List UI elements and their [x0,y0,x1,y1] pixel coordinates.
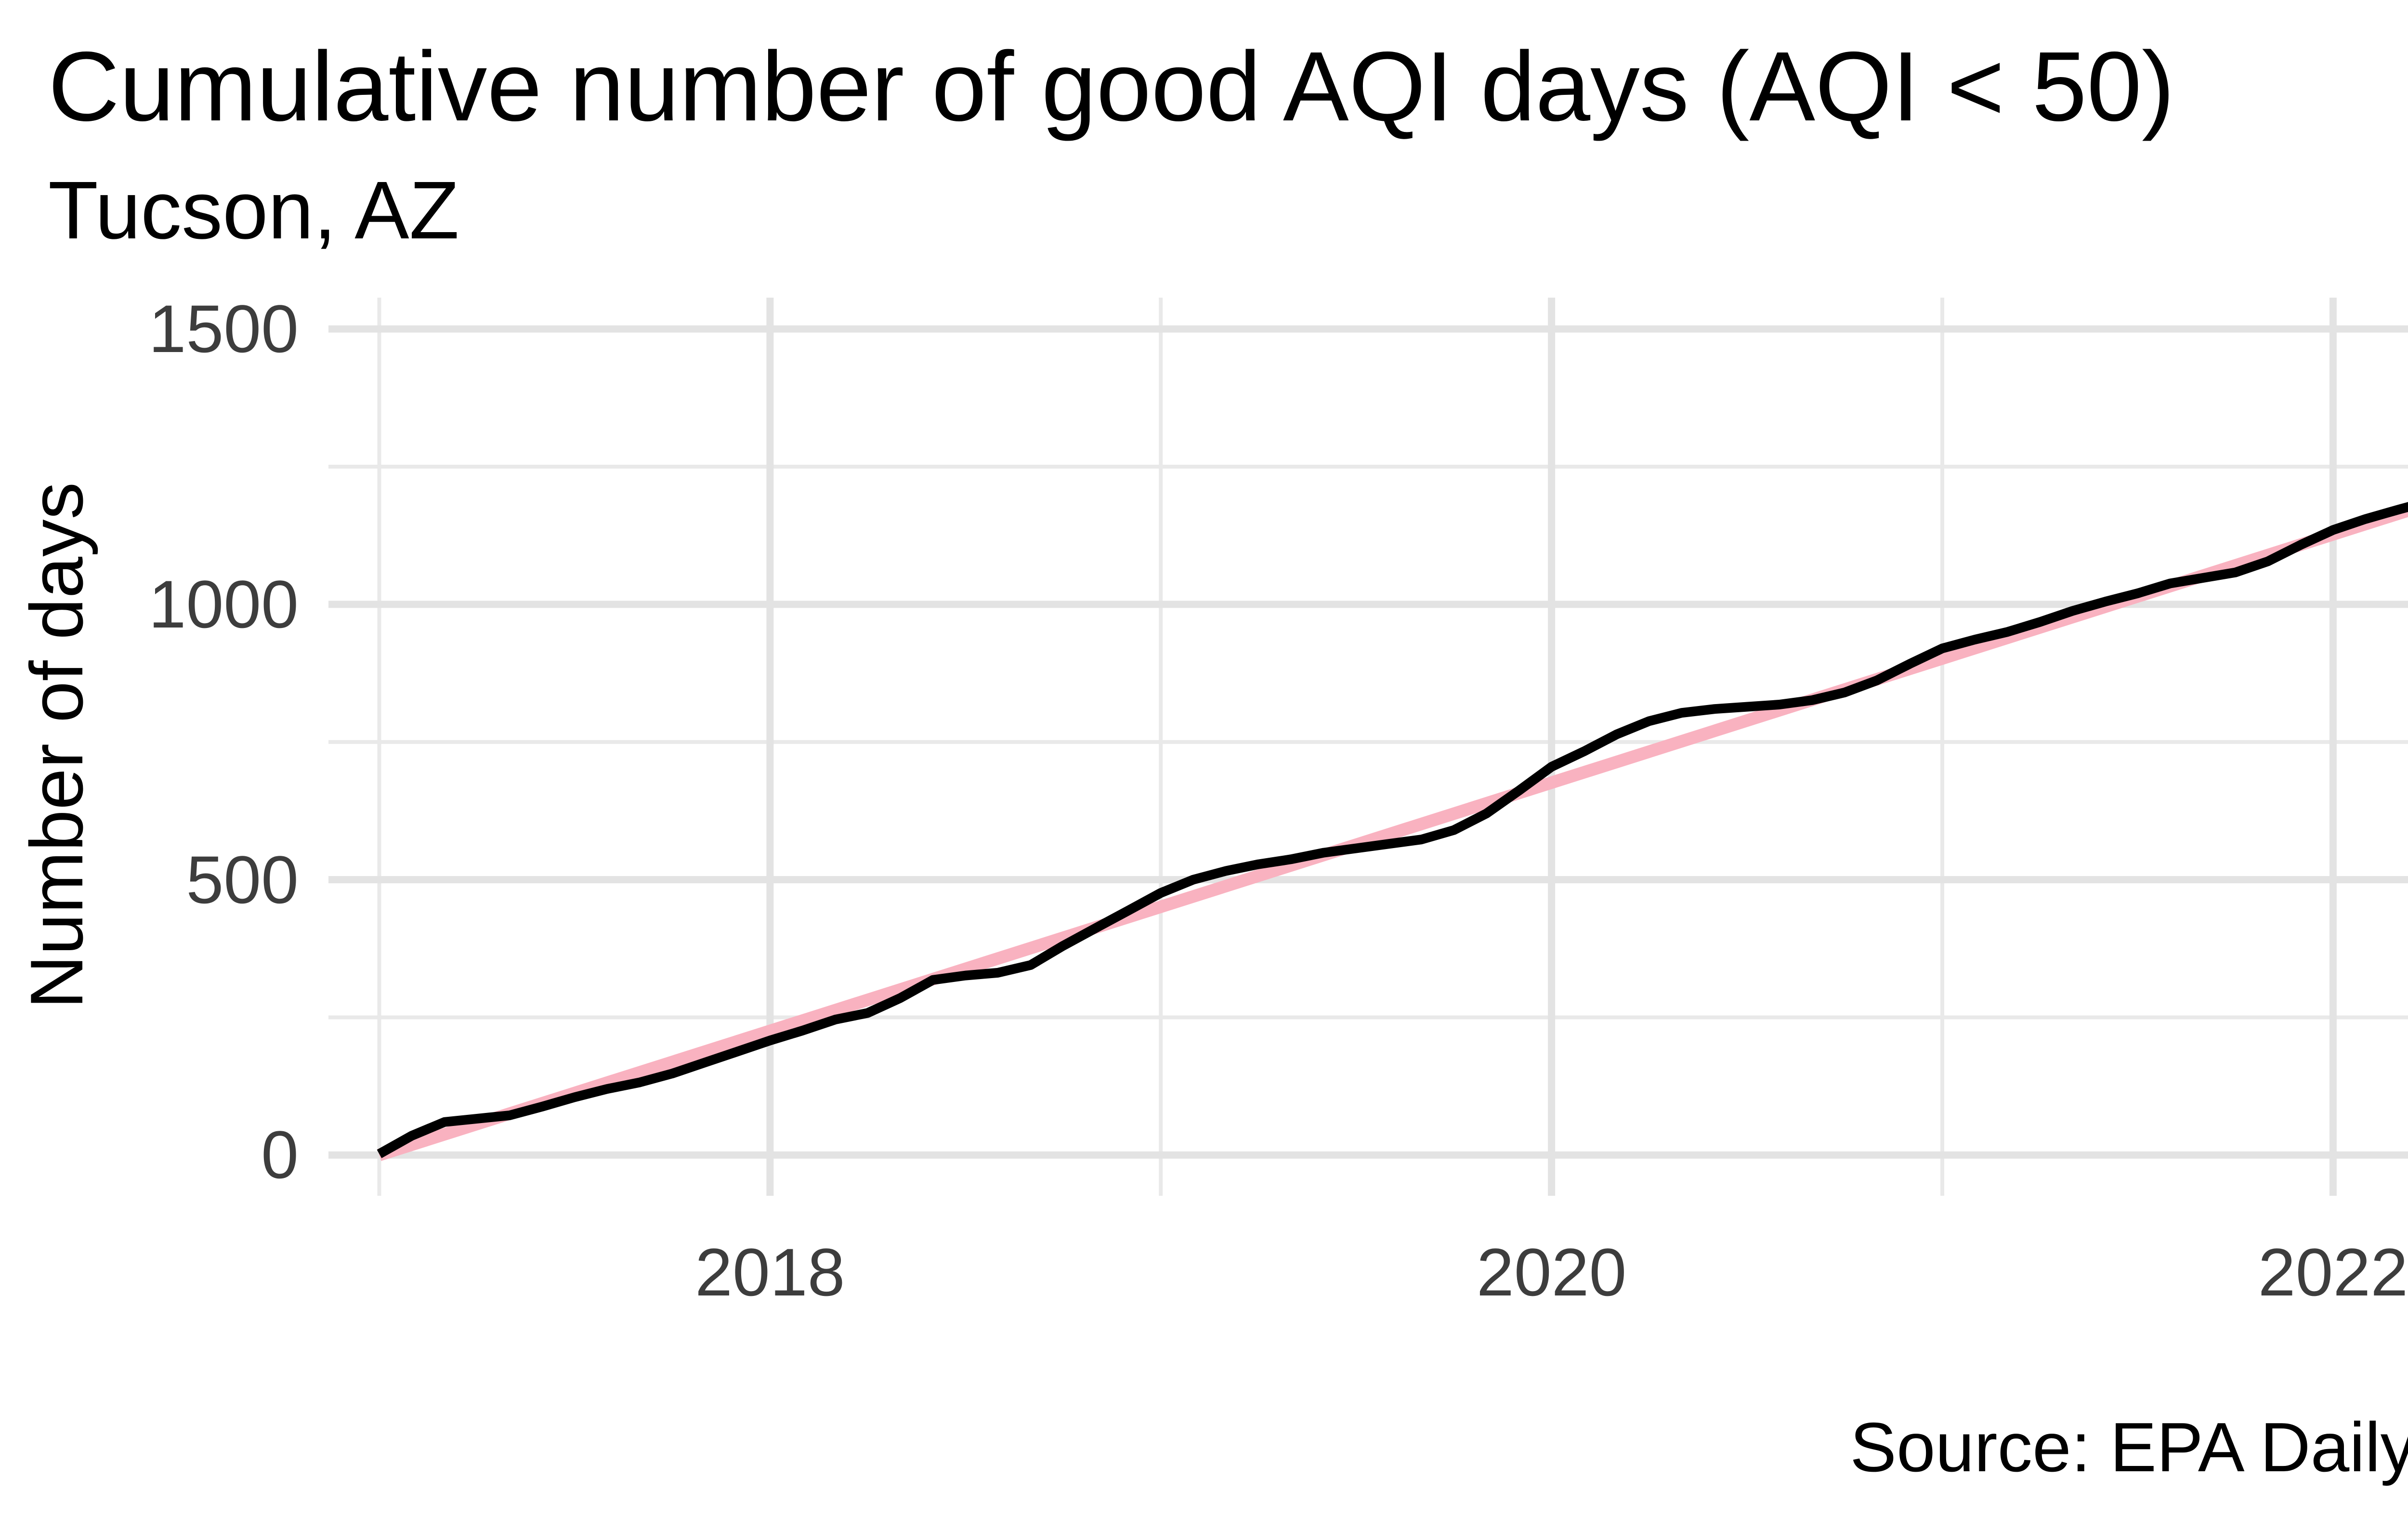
x-tick-label: 2018 [695,1234,845,1310]
y-tick-label: 1500 [148,291,299,367]
y-tick-label: 500 [186,841,299,917]
chart-caption: Source: EPA Daily Air Quality Tracker [1850,1408,2408,1486]
y-tick-label: 0 [261,1117,299,1193]
chart-subtitle: Tucson, AZ [48,165,459,256]
series-reference-pace-line [377,504,2408,1161]
x-tick-label: 2020 [1476,1234,1627,1310]
y-tick-label: 1000 [148,566,299,642]
chart-title: Cumulative number of good AQI days (AQI … [48,31,2175,142]
series-cumulative-good-aqi-days-actual [377,502,2408,1158]
x-tick-label: 2022 [2258,1234,2408,1310]
